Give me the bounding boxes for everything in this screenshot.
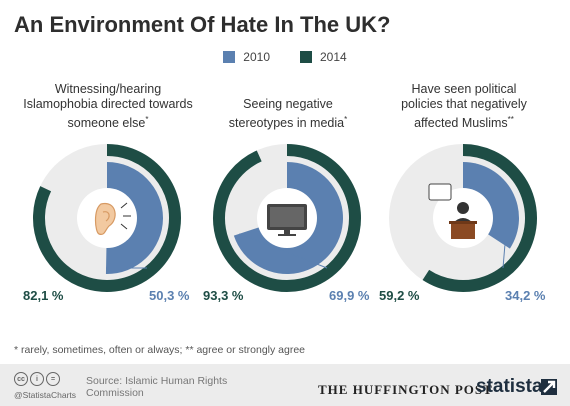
politician-icon — [457, 202, 469, 214]
value-label-2010: 34,2 % — [505, 288, 546, 303]
donut-ring-2014 — [33, 144, 181, 292]
statista-logo: statista — [476, 376, 543, 397]
chart-label-media: Seeing negative stereotypes in media* — [198, 97, 378, 131]
value-label-2014: 93,3 % — [203, 288, 244, 303]
legend-label-2010: 2010 — [243, 50, 270, 64]
monitor-stand — [284, 230, 290, 235]
chart-label-line: Seeing negative — [243, 97, 333, 111]
podium-icon — [451, 223, 475, 239]
chart-label-line: Have seen political — [411, 82, 517, 96]
chart-label-line: stereotypes in media* — [198, 112, 378, 131]
chart-label-mark: * — [145, 115, 149, 124]
chart-label-line: Islamophobia directed towards — [23, 97, 193, 111]
leader-line-2010 — [239, 233, 328, 269]
legend-item-2010: 2010 — [223, 50, 270, 64]
value-label-2014: 59,2 % — [379, 288, 420, 303]
footnote: * rarely, sometimes, often or always; **… — [14, 344, 306, 356]
attribution-icon: i — [30, 372, 44, 386]
speech-bubble-icon — [428, 183, 452, 201]
value-label-2010: 50,3 % — [149, 288, 190, 303]
leader-line-2010 — [502, 245, 506, 269]
chart-label-line: Witnessing/hearing — [54, 82, 162, 96]
chart-label-line: affected Muslims** — [374, 112, 554, 131]
legend: 2010 2014 — [0, 50, 570, 64]
chart-title: An Environment Of Hate In The UK? — [14, 12, 391, 37]
sound-wave-icon — [120, 202, 128, 209]
podium-top — [449, 221, 477, 224]
chart-label-line-text: affected Muslims — [414, 116, 508, 131]
donut-ring-2014 — [422, 144, 537, 292]
twitter-handle: @StatistaCharts — [14, 390, 77, 400]
chart-label-line: policies that negatively — [401, 97, 527, 111]
chart-label-mark: ** — [507, 115, 514, 124]
footer: cc i = @StatistaCharts Source: Islamic H… — [0, 364, 570, 406]
huffington-post-logo: THE HUFFINGTON POST — [318, 382, 493, 397]
legend-swatch-2014 — [300, 51, 312, 63]
source-text: Source: Islamic Human Rights Commission — [86, 375, 228, 399]
chart-label-line: someone else* — [18, 112, 198, 131]
value-label-2014: 82,1 % — [23, 288, 64, 303]
license-icons: cc i = — [14, 372, 60, 386]
chart-label-islamophobia: Witnessing/hearing Islamophobia directed… — [18, 82, 198, 131]
sound-wave-icon — [120, 223, 128, 230]
ear-icon — [94, 202, 116, 235]
legend-swatch-2010 — [223, 51, 236, 63]
donut-ring-2014 — [213, 144, 361, 292]
value-label-2010: 69,9 % — [329, 288, 370, 303]
legend-item-2014: 2014 — [300, 50, 347, 64]
monitor-base — [278, 234, 296, 236]
chart-label-mark: * — [344, 115, 348, 124]
chart-label-policies: Have seen political policies that negati… — [374, 82, 554, 131]
chart-label-line-text: stereotypes in media — [228, 116, 345, 131]
chart-label-line-text: someone else — [67, 116, 146, 131]
ear-icon-detail — [102, 211, 110, 222]
legend-label-2014: 2014 — [320, 50, 347, 64]
no-derivatives-icon: = — [46, 372, 60, 386]
monitor-screen — [270, 207, 304, 227]
statista-logo-mark — [541, 379, 557, 395]
cc-icon: cc — [14, 372, 28, 386]
